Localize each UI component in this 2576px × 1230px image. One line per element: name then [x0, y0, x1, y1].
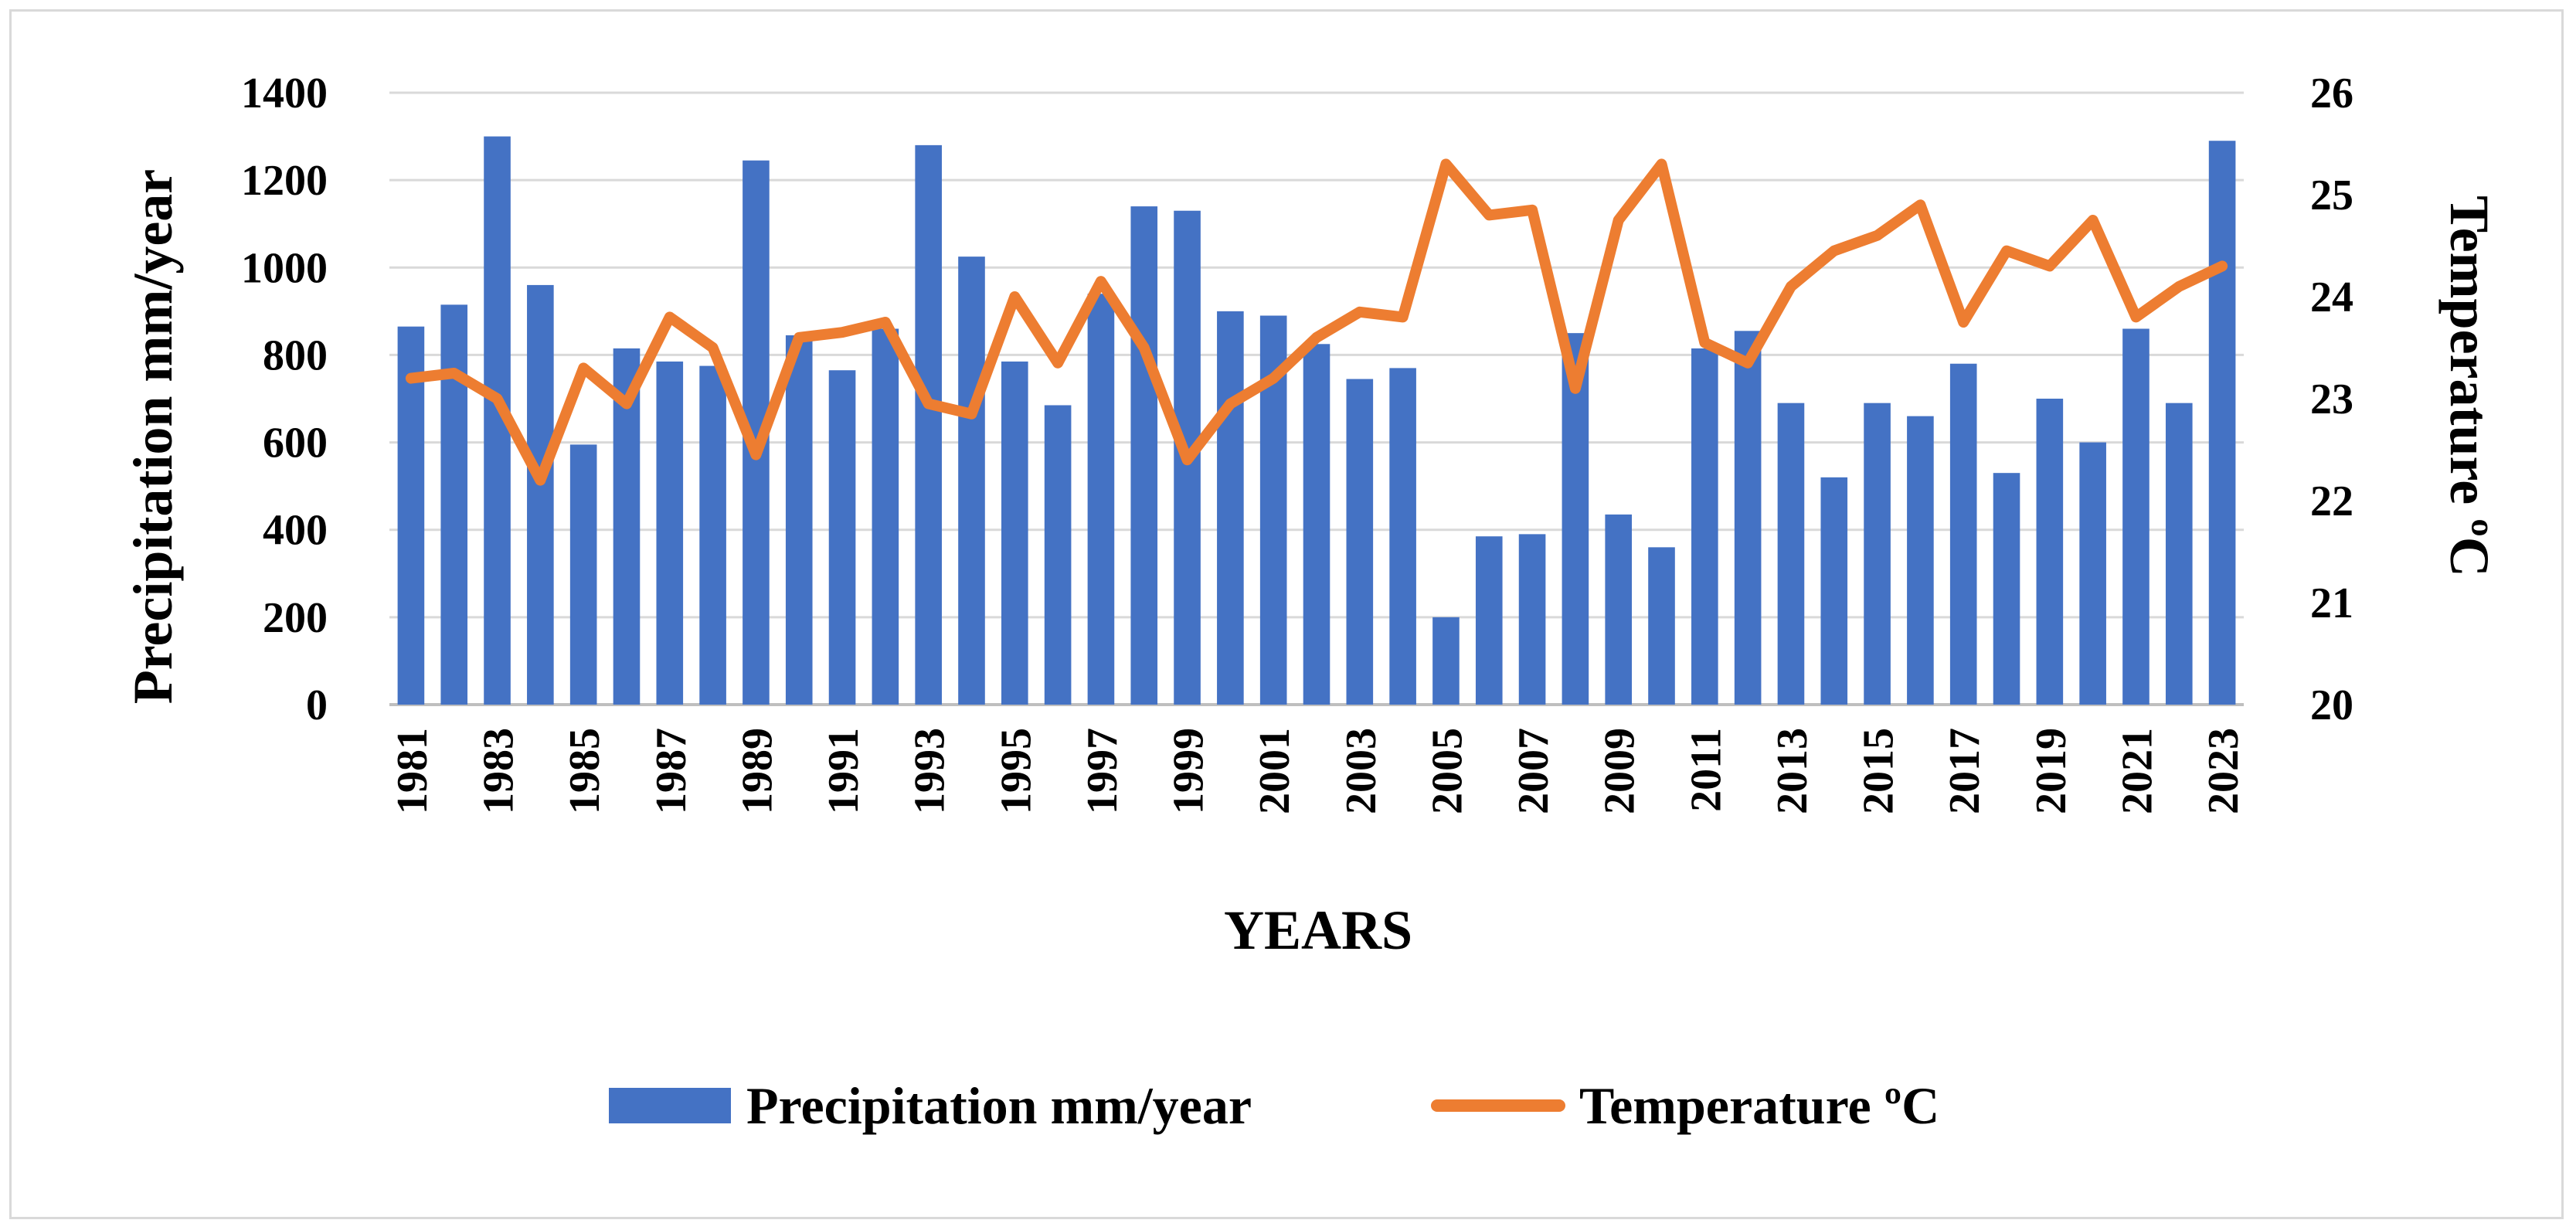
- x-tick-label: 1997: [1079, 728, 1127, 814]
- x-tick-label: 2015: [1855, 728, 1903, 814]
- legend-label-temperature: Temperature ºC: [1579, 1076, 1939, 1135]
- x-axis-title: YEARS: [1224, 899, 1412, 961]
- right-tick-label: 24: [2310, 274, 2353, 321]
- precipitation-bar-2008: [1562, 333, 1589, 705]
- x-tick-label: 1999: [1165, 728, 1213, 814]
- x-tick-label: 2005: [1423, 728, 1471, 814]
- x-tick-label: 1983: [475, 728, 523, 814]
- precipitation-bar-2012: [1734, 331, 1762, 705]
- precipitation-bar-2016: [1907, 416, 1934, 705]
- left-axis-title: Precipitation mm/year: [122, 169, 184, 704]
- precipitation-bar-2004: [1389, 368, 1416, 705]
- right-tick-label: 26: [2310, 70, 2353, 117]
- x-tick-label: 1981: [389, 728, 437, 814]
- x-tick-label: 1985: [561, 728, 609, 814]
- precipitation-bar-2023: [2208, 141, 2236, 705]
- x-tick-label: 2007: [1510, 728, 1558, 814]
- precipitation-bar-1988: [699, 365, 726, 705]
- left-axis-ticks: 0 200 400 600 800 1000 1200 1400: [241, 70, 328, 729]
- x-tick-label: 2019: [2027, 728, 2075, 814]
- precipitation-bar-2007: [1518, 534, 1546, 705]
- precipitation-bar-1995: [1001, 361, 1028, 705]
- x-tick-label: 2011: [1682, 728, 1730, 812]
- precipitation-bar-1984: [527, 284, 554, 705]
- x-tick-label: 1995: [992, 728, 1040, 814]
- precipitation-bar-2002: [1303, 344, 1330, 705]
- x-tick-label: 2009: [1596, 728, 1644, 814]
- precipitation-bar-2005: [1432, 617, 1460, 705]
- left-tick-label: 800: [263, 331, 328, 379]
- x-tick-label: 2003: [1337, 728, 1385, 814]
- x-tick-label: 2021: [2114, 728, 2162, 814]
- precipitation-bar-2022: [2165, 403, 2193, 705]
- legend: Precipitation mm/year Temperature ºC: [609, 1076, 1939, 1135]
- legend-label-precipitation: Precipitation mm/year: [746, 1076, 1252, 1135]
- precipitation-bar-2003: [1346, 379, 1374, 705]
- precipitation-bar-1994: [958, 257, 985, 705]
- left-tick-label: 1400: [241, 70, 328, 117]
- precipitation-bar-2006: [1475, 536, 1503, 705]
- x-tick-label: 1991: [820, 728, 868, 814]
- precipitation-bar-2013: [1777, 403, 1805, 705]
- right-axis-title: Temperature ºC: [2438, 195, 2500, 577]
- x-tick-label: 2023: [2200, 728, 2248, 814]
- x-tick-label: 2013: [1769, 728, 1816, 814]
- temperature-line-group: [405, 158, 2228, 486]
- precipitation-bar-1982: [440, 304, 468, 705]
- left-tick-label: 200: [263, 594, 328, 642]
- precipitation-bar-2010: [1648, 547, 1675, 705]
- left-tick-label: 0: [306, 681, 328, 729]
- precipitation-bar-2011: [1691, 348, 1718, 705]
- precipitation-bar-1997: [1087, 294, 1115, 705]
- right-tick-label: 25: [2310, 172, 2353, 219]
- left-tick-label: 1200: [241, 157, 328, 205]
- precipitation-bar-1992: [872, 328, 899, 705]
- right-tick-label: 20: [2310, 681, 2353, 729]
- precipitation-bar-2009: [1605, 514, 1632, 705]
- precipitation-bar-1987: [656, 361, 684, 705]
- precipitation-bar-2015: [1864, 403, 1891, 705]
- precipitation-bar-1985: [569, 444, 597, 705]
- x-axis-ticks: 1981 1983 1985 1987 1989 1991 1993 1995 1997 1999…: [389, 728, 2248, 814]
- left-tick-label: 600: [263, 420, 328, 467]
- temperature-line: [405, 158, 2228, 486]
- x-tick-label: 1987: [647, 728, 695, 814]
- precipitation-bar-2000: [1217, 311, 1244, 705]
- precipitation-bar-1993: [915, 144, 942, 705]
- x-tick-label: 2001: [1251, 728, 1299, 814]
- legend-swatch-precipitation: [609, 1088, 731, 1123]
- precipitation-bars: [397, 136, 2236, 705]
- left-tick-label: 400: [263, 507, 328, 555]
- precipitation-bar-1996: [1044, 405, 1072, 705]
- x-tick-label: 1993: [906, 728, 954, 814]
- x-tick-label: 2017: [1941, 728, 1989, 814]
- precipitation-bar-2020: [2079, 442, 2106, 705]
- right-tick-label: 21: [2310, 579, 2353, 627]
- precipitation-bar-1991: [828, 370, 856, 705]
- precipitation-bar-1990: [785, 335, 813, 705]
- right-tick-label: 23: [2310, 375, 2353, 423]
- right-axis-ticks: 20 21 22 23 24 25 26: [2310, 70, 2353, 729]
- precipitation-bar-2018: [1993, 473, 2020, 705]
- precipitation-bar-1981: [397, 326, 425, 705]
- left-tick-label: 1000: [241, 244, 328, 292]
- x-tick-label: 1989: [733, 728, 781, 814]
- precipitation-bar-2019: [2036, 399, 2064, 705]
- precipitation-bar-2021: [2122, 328, 2149, 705]
- precipitation-bar-2014: [1820, 477, 1848, 705]
- right-tick-label: 22: [2310, 477, 2353, 525]
- precipitation-bar-1998: [1130, 206, 1158, 705]
- precipitation-bar-2017: [1949, 363, 1977, 705]
